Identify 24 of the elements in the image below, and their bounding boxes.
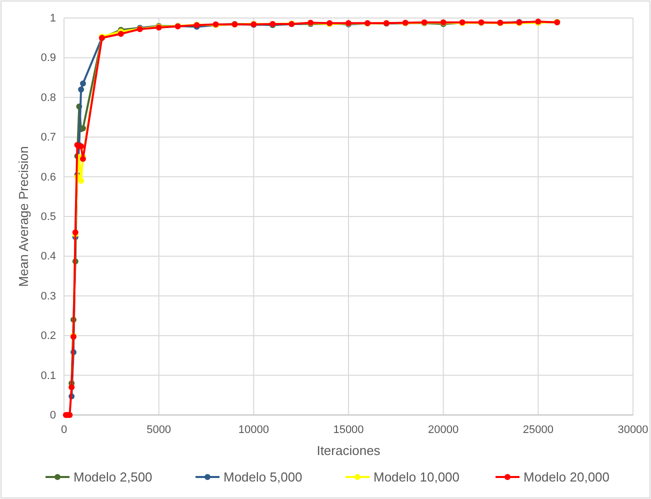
y-tick-label: 0.4	[40, 250, 56, 263]
y-tick-label: 0.7	[40, 132, 56, 144]
y-tick-label: 1	[50, 12, 56, 25]
x-tick-label: 0	[60, 424, 68, 436]
y-tick-label: 0.1	[40, 370, 56, 382]
x-axis-title: Iteraciones	[316, 443, 381, 458]
legend-label: Modelo 20,000	[524, 470, 610, 485]
x-tick-label: 5000	[146, 424, 172, 436]
legend-label: Modelo 2,500	[74, 470, 152, 485]
x-tick-label: 10000	[238, 424, 269, 436]
y-axis-title: Mean Average Precision	[16, 146, 31, 287]
y-tick-label: 0.8	[40, 92, 56, 104]
y-tick-label: 0.9	[40, 52, 56, 64]
y-tick-label: 0.2	[40, 330, 56, 342]
y-tick-label: 0.6	[40, 171, 56, 184]
x-tick-label: 25000	[522, 424, 554, 436]
legend-label: Modelo 10,000	[374, 470, 460, 485]
y-tick-label: 0.3	[40, 290, 56, 302]
y-tick-label: 0.5	[40, 211, 56, 224]
x-tick-label: 20000	[428, 424, 459, 436]
x-tick-label: 15000	[333, 424, 364, 436]
x-tick-label: 30000	[618, 424, 648, 436]
legend-label: Modelo 5,000	[224, 470, 302, 485]
y-tick-label: 0	[50, 410, 56, 422]
